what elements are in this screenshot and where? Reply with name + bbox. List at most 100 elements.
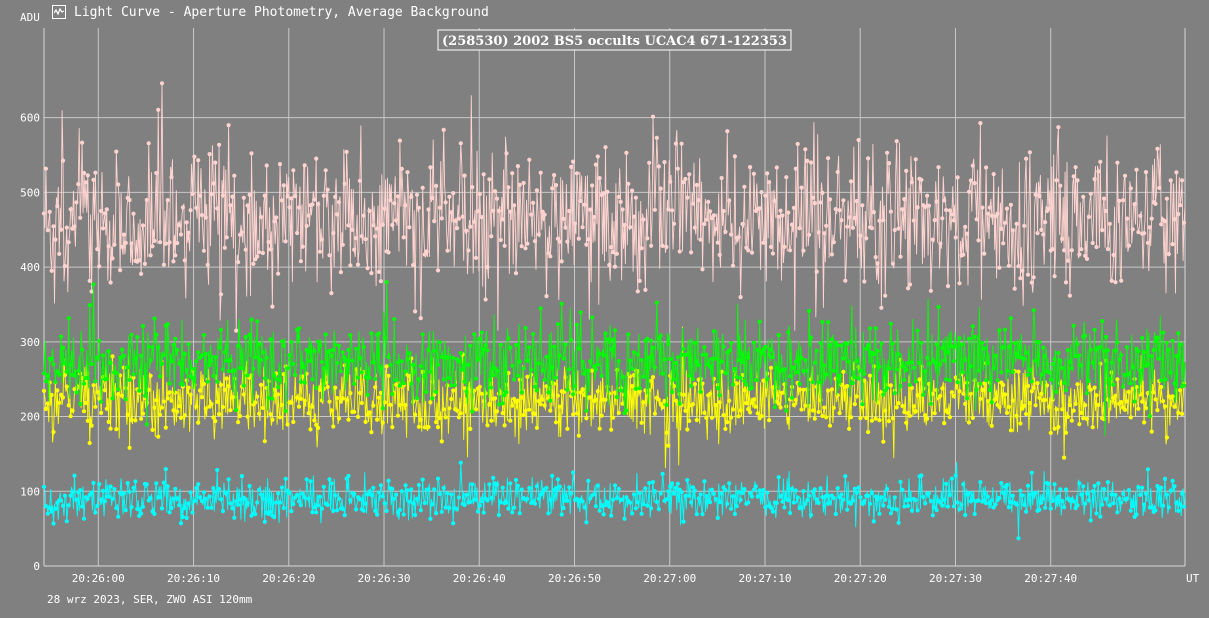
data-point xyxy=(1058,183,1063,188)
data-point xyxy=(64,369,69,374)
data-point xyxy=(546,251,551,256)
data-point xyxy=(525,496,530,501)
data-point xyxy=(361,213,366,218)
data-point xyxy=(932,411,937,416)
data-point xyxy=(997,495,1002,501)
data-point xyxy=(502,423,507,428)
data-point xyxy=(689,250,694,255)
data-point xyxy=(847,426,852,431)
data-point xyxy=(679,352,684,357)
data-point xyxy=(746,355,751,360)
data-point xyxy=(1103,208,1109,214)
data-point xyxy=(780,390,785,395)
data-point xyxy=(599,503,604,509)
light-curve-app-icon[interactable] xyxy=(52,5,66,19)
data-point xyxy=(1092,327,1097,332)
data-point xyxy=(1181,383,1187,388)
data-point xyxy=(668,484,673,489)
data-point xyxy=(774,365,779,370)
data-point xyxy=(317,249,323,254)
data-point xyxy=(904,368,909,373)
data-point xyxy=(1151,390,1156,395)
data-point xyxy=(690,377,696,382)
data-point xyxy=(727,348,732,353)
data-point xyxy=(631,214,637,219)
data-point xyxy=(129,505,134,510)
data-point xyxy=(163,425,168,430)
data-point xyxy=(1155,408,1160,413)
data-point xyxy=(159,405,165,410)
data-point xyxy=(656,164,661,169)
data-point xyxy=(291,502,296,507)
data-point xyxy=(473,255,479,260)
data-point xyxy=(205,262,210,267)
data-point xyxy=(375,226,380,231)
data-point xyxy=(1174,500,1179,505)
data-point xyxy=(1145,240,1150,245)
data-point xyxy=(114,505,119,511)
data-point xyxy=(1014,351,1019,356)
data-point xyxy=(43,406,49,412)
data-point xyxy=(403,203,408,208)
data-point xyxy=(730,382,736,387)
data-point xyxy=(807,232,812,237)
data-point xyxy=(388,402,393,407)
data-point xyxy=(245,203,250,208)
data-point xyxy=(561,389,566,395)
data-point xyxy=(1062,380,1067,385)
data-point xyxy=(630,511,635,516)
data-point xyxy=(521,180,526,186)
data-point xyxy=(963,358,968,363)
data-point xyxy=(1014,413,1019,418)
data-point xyxy=(580,387,585,392)
data-point xyxy=(729,232,734,237)
data-point xyxy=(902,377,907,382)
data-point xyxy=(1115,510,1120,515)
data-point xyxy=(441,485,446,491)
data-point xyxy=(721,413,726,418)
data-point xyxy=(1157,356,1162,361)
data-point xyxy=(999,226,1004,231)
data-point xyxy=(1090,360,1095,365)
data-point xyxy=(961,482,966,487)
data-point xyxy=(944,481,949,486)
data-point xyxy=(473,376,479,381)
data-point xyxy=(489,418,494,423)
data-point xyxy=(515,164,521,169)
data-point xyxy=(1176,410,1181,415)
data-point xyxy=(66,240,71,245)
data-point xyxy=(1041,232,1046,237)
data-point xyxy=(961,391,966,396)
data-point xyxy=(628,358,633,363)
data-point xyxy=(375,417,380,422)
data-point xyxy=(590,315,595,320)
data-point xyxy=(650,375,656,380)
data-point xyxy=(95,355,100,360)
data-point xyxy=(274,500,279,505)
data-point xyxy=(1096,169,1101,174)
data-point xyxy=(173,390,178,395)
data-point xyxy=(595,483,600,488)
data-point xyxy=(837,373,842,378)
data-point xyxy=(926,491,932,496)
data-point xyxy=(968,364,974,369)
data-point xyxy=(386,354,391,360)
data-point xyxy=(470,409,475,414)
data-point xyxy=(1138,368,1143,373)
data-point xyxy=(557,239,562,244)
data-point xyxy=(812,416,817,421)
data-point xyxy=(62,263,67,268)
data-point xyxy=(1022,356,1027,362)
data-point xyxy=(196,158,201,163)
data-point xyxy=(1037,395,1042,400)
data-point xyxy=(473,497,479,502)
data-point xyxy=(599,373,604,378)
data-point xyxy=(729,506,734,511)
data-point xyxy=(894,405,899,410)
data-point xyxy=(1033,490,1038,495)
data-point xyxy=(816,380,821,385)
data-point xyxy=(1159,378,1164,383)
data-point xyxy=(279,485,284,490)
data-point xyxy=(310,377,315,382)
data-point xyxy=(1025,483,1031,488)
